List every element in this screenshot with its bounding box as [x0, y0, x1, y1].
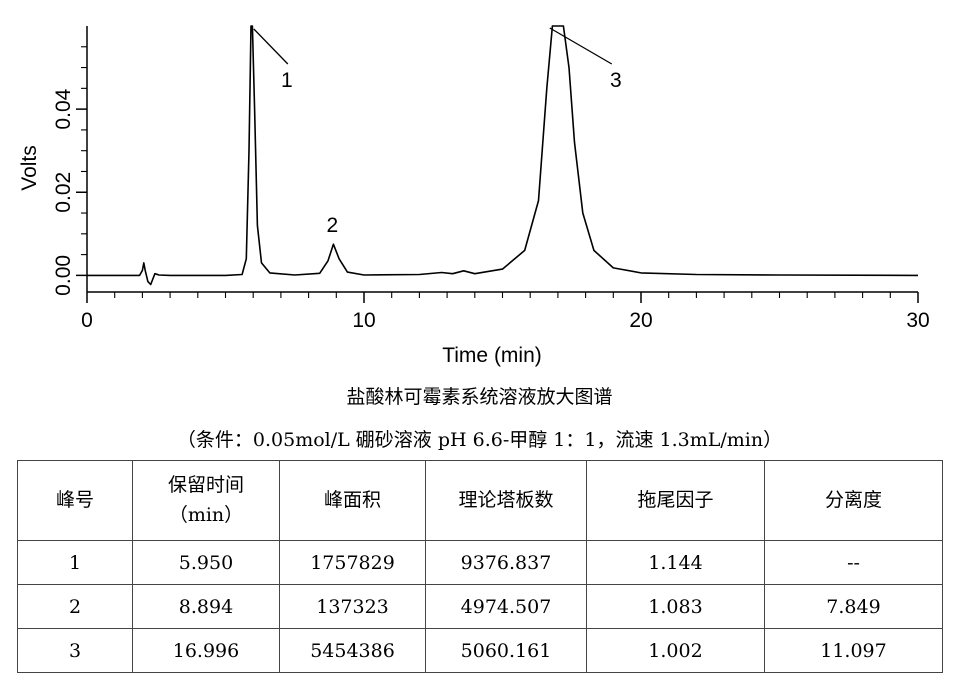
- peak-2-label: 2: [327, 214, 339, 237]
- y-axis-title: Volts: [18, 145, 41, 191]
- chromatogram-trace: [87, 25, 919, 286]
- cell-peak-number: 3: [17, 628, 133, 673]
- cell-retention-time: 16.996: [132, 628, 280, 673]
- results-table: 峰号 保留时间 （min） 峰面积 理论塔板数 拖尾因子 分离度 1 5.950…: [17, 460, 943, 673]
- x-tick-label: 20: [629, 309, 652, 332]
- cell-tailing-factor: 1.002: [586, 628, 765, 673]
- cell-peak-number: 1: [17, 540, 133, 585]
- cell-peak-number: 2: [17, 584, 133, 629]
- figure-title: 盐酸林可霉素系统溶液放大图谱: [346, 386, 613, 408]
- peak-labels: 1 2 3: [253, 27, 622, 237]
- x-tick-label: 0: [81, 309, 93, 332]
- table-header-row: 峰号 保留时间 （min） 峰面积 理论塔板数 拖尾因子 分离度: [17, 460, 943, 541]
- x-tick-label: 30: [906, 309, 929, 332]
- chromatogram-chart: 0 10 20 30 0.00 0.02 0.04 1 2 3 Time (min) Volts: [18, 25, 930, 367]
- cell-peak-area: 1757829: [279, 540, 426, 585]
- cell-resolution: 7.849: [764, 584, 943, 629]
- cell-retention-time: 5.950: [132, 540, 280, 585]
- x-axis-title: Time (min): [442, 344, 542, 367]
- header-resolution: 分离度: [764, 460, 943, 541]
- x-tick-label: 10: [352, 309, 375, 332]
- cell-retention-time: 8.894: [132, 584, 280, 629]
- table-row: 2 8.894 137323 4974.507 1.083 7.849: [17, 584, 943, 629]
- cell-theoretical-plates: 9376.837: [425, 540, 587, 585]
- cell-peak-area: 5454386: [279, 628, 426, 673]
- axes: 0 10 20 30 0.00 0.02 0.04: [52, 26, 930, 332]
- header-tailing-factor: 拖尾因子: [586, 460, 765, 541]
- header-peak-area: 峰面积: [279, 460, 426, 541]
- y-tick-label: 0.00: [52, 255, 75, 296]
- header-retention-time-label: 保留时间: [167, 474, 244, 497]
- y-tick-label: 0.02: [52, 172, 75, 213]
- figure-conditions: （条件：0.05mol/L 硼砂溶液 pH 6.6-甲醇 1：1，流速 1.3m…: [176, 429, 783, 451]
- cell-tailing-factor: 1.083: [586, 584, 765, 629]
- peak-3-leader-line: [549, 27, 613, 65]
- table-row: 1 5.950 1757829 9376.837 1.144 --: [17, 540, 943, 585]
- cell-peak-area: 137323: [279, 584, 426, 629]
- header-theoretical-plates: 理论塔板数: [425, 460, 587, 541]
- cell-resolution: 11.097: [764, 628, 943, 673]
- peak-1-label: 1: [281, 69, 293, 92]
- cell-tailing-factor: 1.144: [586, 540, 765, 585]
- cell-resolution: --: [764, 540, 943, 585]
- cell-theoretical-plates: 5060.161: [425, 628, 587, 673]
- peak-3-label: 3: [610, 69, 622, 92]
- cell-theoretical-plates: 4974.507: [425, 584, 587, 629]
- header-retention-time: 保留时间 （min）: [132, 460, 280, 541]
- table-row: 3 16.996 5454386 5060.161 1.002 11.097: [17, 628, 943, 673]
- header-peak-number: 峰号: [17, 460, 133, 541]
- y-tick-label: 0.04: [52, 88, 75, 129]
- header-retention-time-unit: （min）: [168, 503, 244, 526]
- peak-1-leader-line: [253, 28, 289, 65]
